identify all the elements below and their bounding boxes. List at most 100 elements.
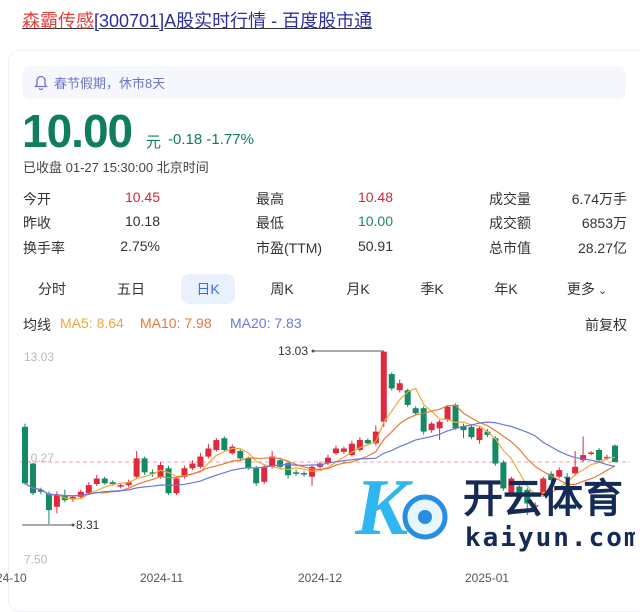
stat-label: 总市值 xyxy=(489,240,531,256)
svg-text:K: K xyxy=(355,464,413,552)
quote-card xyxy=(8,50,640,612)
candle-body xyxy=(93,478,100,485)
candle-body xyxy=(37,489,44,492)
candle-body xyxy=(125,482,132,486)
y-tick-label: 13.03 xyxy=(24,350,54,364)
candle-body xyxy=(396,383,403,391)
candle-body xyxy=(261,466,268,482)
candle-body xyxy=(237,451,244,459)
candle-body xyxy=(221,438,228,450)
candle-body xyxy=(189,463,196,469)
tab-label: 日K xyxy=(196,281,220,297)
candle-body xyxy=(253,468,260,484)
candle-body xyxy=(436,421,443,429)
candle-body xyxy=(388,374,395,389)
tab-label: 五日 xyxy=(117,281,145,297)
candle-body xyxy=(165,468,172,494)
tab-label: 周K xyxy=(270,281,294,297)
tab-5[interactable]: 季K xyxy=(405,274,459,304)
ma20-line xyxy=(24,421,616,497)
tab-3[interactable]: 周K xyxy=(255,274,309,304)
candle-body xyxy=(372,431,379,444)
watermark-url: kaiyun.com xyxy=(465,523,635,553)
tab-label: 月K xyxy=(346,281,370,297)
candle-body xyxy=(540,478,547,496)
title-rest[interactable]: [300701]A股实时行情 - 百度股市通 xyxy=(94,11,373,31)
candle-body xyxy=(69,496,76,500)
candle-body xyxy=(277,460,284,467)
candle-body xyxy=(197,456,204,467)
tab-7[interactable]: 更多 ⌄ xyxy=(560,274,614,304)
watermark-logo: K 开云体育 kaiyun.com xyxy=(354,462,640,567)
candle-body xyxy=(588,452,595,455)
change-pct: -1.77% xyxy=(206,131,254,148)
x-tick-label: 2024-12 xyxy=(298,571,342,585)
chevron-down-icon: ⌄ xyxy=(594,285,608,297)
candle-body xyxy=(460,426,467,431)
candle-body xyxy=(412,408,419,414)
candle-body xyxy=(245,458,252,469)
notice-text: 春节假期，休市8天 xyxy=(54,76,166,91)
tab-1[interactable]: 五日 xyxy=(104,274,158,304)
x-tick-label: 2025-01 xyxy=(465,571,509,585)
candle-body xyxy=(484,431,491,435)
candle-body xyxy=(380,351,387,422)
candle-body xyxy=(348,443,355,456)
tab-label: 分时 xyxy=(38,281,66,297)
candle-body xyxy=(420,408,427,432)
change-abs: -0.18 xyxy=(168,131,203,148)
x-tick-label: 2024-11 xyxy=(140,571,183,585)
candle-body xyxy=(532,505,539,507)
candle-body xyxy=(492,438,499,464)
price-change: -0.18 -1.77% xyxy=(168,131,254,148)
kline-chart[interactable]: 13.03 10.27 7.50 24-10 2024-11 2024-12 2025-01… xyxy=(0,340,640,597)
stat-label: 换手率 xyxy=(23,240,65,256)
min-marker-dot xyxy=(71,523,75,527)
candle-body xyxy=(85,485,92,494)
candle-body xyxy=(476,428,483,441)
candle-body xyxy=(101,478,108,484)
tab-4[interactable]: 月K xyxy=(331,274,385,304)
candle-body xyxy=(45,493,52,511)
candle-body xyxy=(77,491,84,497)
max-marker-label: 13.03 xyxy=(278,344,308,358)
stat-value: 10.48 xyxy=(357,189,393,205)
candle-body xyxy=(452,404,459,429)
stat-label: 最低 xyxy=(256,215,284,231)
stat-value: 2.75% xyxy=(120,238,160,254)
candle-body xyxy=(109,482,116,485)
stat-value: 10.00 xyxy=(357,213,393,229)
stat-value: 10.18 xyxy=(124,213,160,229)
holiday-notice: 春节假期，休市8天 xyxy=(22,66,626,99)
candle-body xyxy=(324,457,331,463)
bell-icon xyxy=(34,75,48,90)
watermark-text: 开云体育 xyxy=(463,476,623,522)
stat-label: 市盈(TTM) xyxy=(256,240,323,256)
ma-label: 均线 xyxy=(23,317,51,333)
y-tick-label: 7.50 xyxy=(24,553,48,567)
tab-0[interactable]: 分时 xyxy=(25,274,79,304)
candle-body xyxy=(580,455,587,461)
candle-body xyxy=(556,470,563,477)
candle-body xyxy=(508,478,515,496)
stock-name[interactable]: 森霸传感 xyxy=(22,11,94,31)
candle-body xyxy=(301,473,308,475)
stat-value: 50.91 xyxy=(357,238,393,254)
min-marker-label: 8.31 xyxy=(76,518,100,532)
ma10-value: MA10: 7.98 xyxy=(140,315,212,331)
candle-body xyxy=(53,495,60,507)
max-marker-dot xyxy=(311,349,315,353)
candle-body xyxy=(612,445,618,463)
candle-body xyxy=(500,462,507,489)
tab-label: 季K xyxy=(420,281,444,297)
ma5-value: MA5: 8.64 xyxy=(60,315,124,331)
ma20-value: MA20: 7.83 xyxy=(230,315,302,331)
candle-body xyxy=(213,440,220,450)
tab-2[interactable]: 日K xyxy=(181,274,235,304)
stat-label: 成交额 xyxy=(489,215,531,231)
candle-body xyxy=(444,406,451,420)
adjust-toggle[interactable]: 前复权 xyxy=(585,317,627,333)
x-tick-label: 24-10 xyxy=(0,571,27,585)
tab-6[interactable]: 年K xyxy=(479,274,533,304)
page-title-link[interactable]: 森霸传感[300701]A股实时行情 - 百度股市通 xyxy=(22,7,372,33)
